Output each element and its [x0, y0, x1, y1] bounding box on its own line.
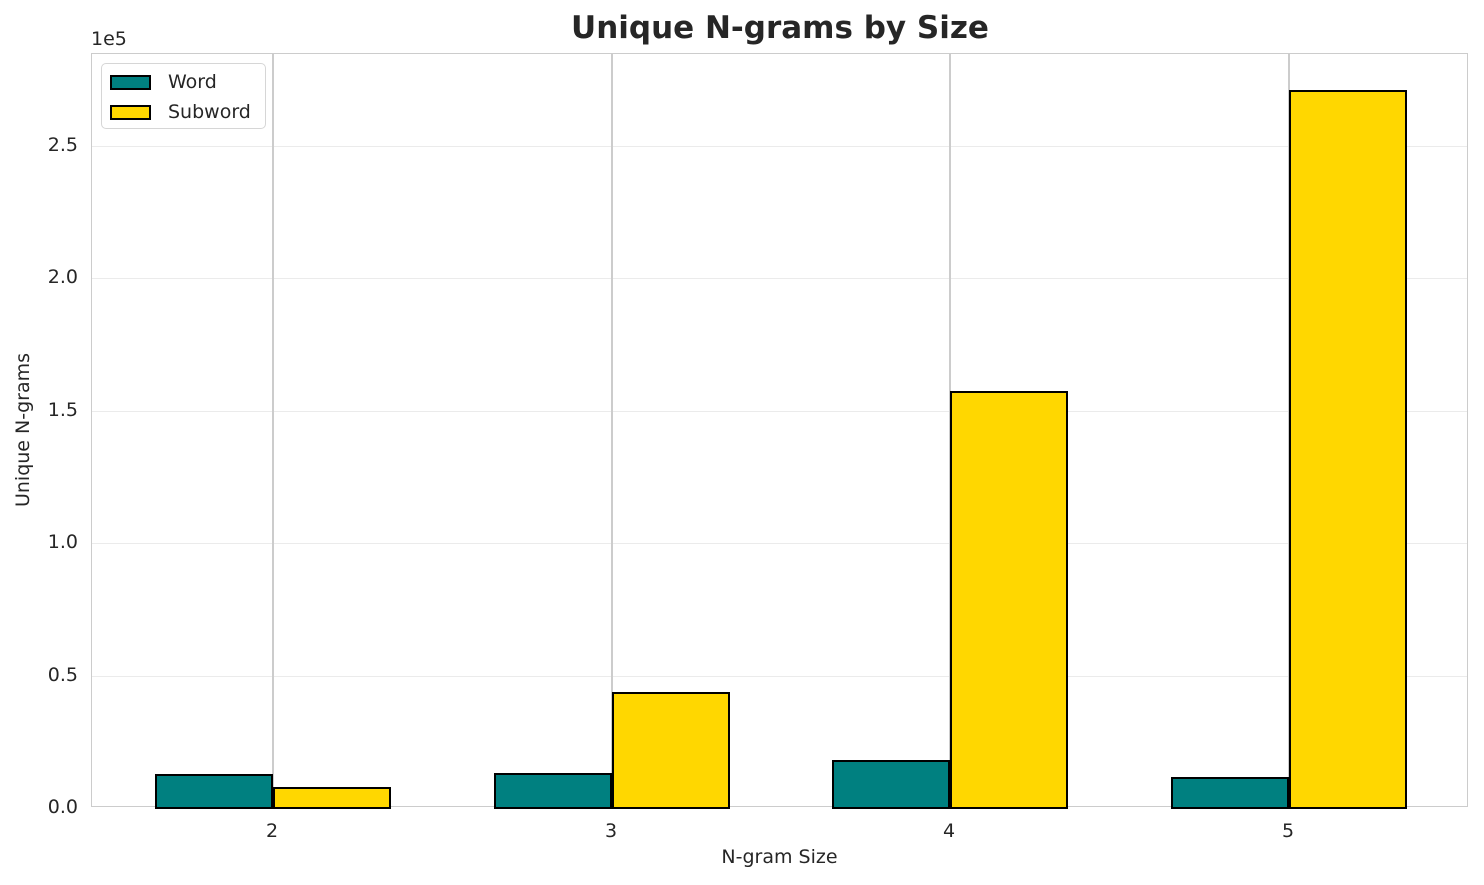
- x-axis-label: N-gram Size: [721, 846, 838, 868]
- horizontal-gridline: [92, 278, 1467, 280]
- vertical-gridline: [949, 54, 951, 806]
- x-tick-label: 3: [604, 820, 618, 842]
- legend-label-word: Word: [168, 71, 217, 93]
- y-axis-label: Unique N-grams: [12, 352, 34, 508]
- legend-label-subword: Subword: [168, 101, 251, 123]
- legend-item-word: Word: [110, 71, 217, 93]
- chart-title: Unique N-grams by Size: [571, 10, 989, 46]
- bar-subword-5: [1289, 90, 1407, 809]
- x-tick-label: 4: [942, 820, 956, 842]
- horizontal-gridline: [92, 675, 1467, 677]
- y-tick-label: 0.0: [47, 796, 78, 818]
- y-tick-label: 1.5: [47, 398, 78, 421]
- legend-swatch-word: [110, 74, 151, 90]
- bar-word-5: [1171, 777, 1289, 809]
- vertical-gridline: [1288, 54, 1290, 806]
- y-tick-label: 0.5: [47, 663, 78, 686]
- bar-word-2: [155, 774, 273, 809]
- legend: Word Subword: [101, 63, 266, 129]
- vertical-gridline: [272, 54, 274, 806]
- horizontal-gridline: [92, 146, 1467, 147]
- plot-area: [91, 53, 1468, 809]
- y-axis-offset-label: 1e5: [91, 28, 127, 50]
- y-tick-label: 2.0: [47, 266, 78, 289]
- legend-swatch-subword: [110, 104, 151, 120]
- horizontal-gridline: [92, 410, 1467, 412]
- legend-item-subword: Subword: [110, 101, 251, 123]
- vertical-gridline: [611, 54, 613, 806]
- x-tick-label: 2: [265, 820, 279, 842]
- y-tick-label: 2.5: [47, 134, 78, 156]
- horizontal-gridline: [92, 543, 1467, 545]
- x-tick-label: 5: [1281, 820, 1295, 842]
- bar-word-4: [832, 760, 950, 809]
- bar-subword-2: [273, 787, 391, 809]
- bar-subword-4: [950, 390, 1068, 809]
- y-tick-label: 1.0: [47, 531, 78, 554]
- bar-word-3: [494, 773, 612, 809]
- bar-subword-3: [612, 692, 730, 809]
